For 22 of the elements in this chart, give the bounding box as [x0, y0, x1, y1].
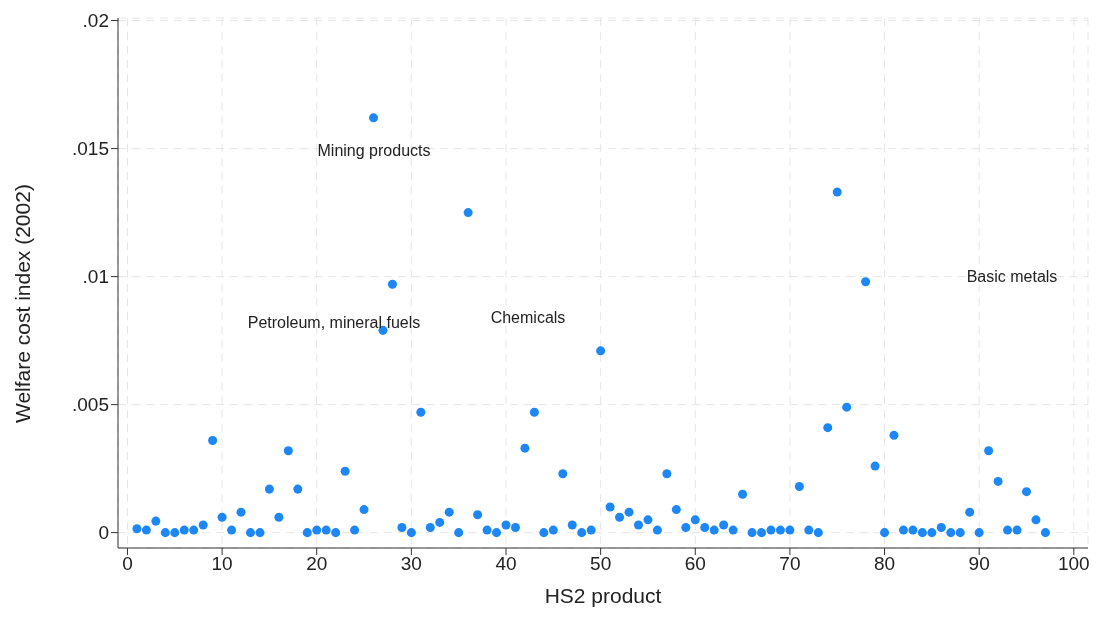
annotation: Chemicals	[490, 309, 566, 327]
y-tick-label: .005	[72, 394, 109, 416]
y-tick-label: .02	[82, 10, 109, 32]
x-tick-label: 60	[684, 553, 706, 575]
y-tick-label: 0	[98, 522, 109, 544]
x-tick-label: 40	[495, 553, 517, 575]
x-tick-label: 30	[400, 553, 422, 575]
x-tick-label: 70	[779, 553, 801, 575]
x-axis-title: HS2 product	[544, 584, 662, 607]
x-tick-label: 10	[211, 553, 233, 575]
y-tick-label: .015	[72, 138, 109, 160]
annotation: Mining products	[317, 142, 431, 160]
annotation: Basic metals	[966, 268, 1058, 286]
x-tick-label: 50	[590, 553, 612, 575]
x-tick-label: 80	[873, 553, 896, 575]
x-tick-label: 20	[306, 553, 328, 575]
annotation: Petroleum, mineral fuels	[247, 314, 421, 332]
y-axis-title: Welfare cost index (2002)	[11, 184, 35, 423]
x-tick-label: 0	[122, 553, 133, 575]
x-tick-label: 90	[968, 553, 990, 575]
y-tick-label: .01	[82, 266, 109, 288]
x-tick-label: 100	[1057, 553, 1090, 575]
